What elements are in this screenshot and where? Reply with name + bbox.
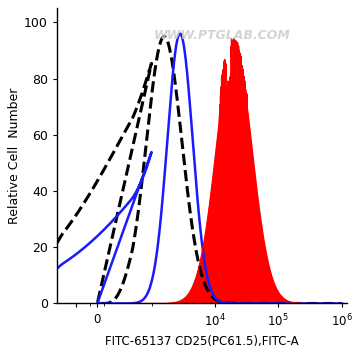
X-axis label: FITC-65137 CD25(PC61.5),FITC-A: FITC-65137 CD25(PC61.5),FITC-A <box>105 335 299 348</box>
Text: WWW.PTGLAB.COM: WWW.PTGLAB.COM <box>154 29 291 42</box>
Y-axis label: Relative Cell  Number: Relative Cell Number <box>8 88 21 224</box>
